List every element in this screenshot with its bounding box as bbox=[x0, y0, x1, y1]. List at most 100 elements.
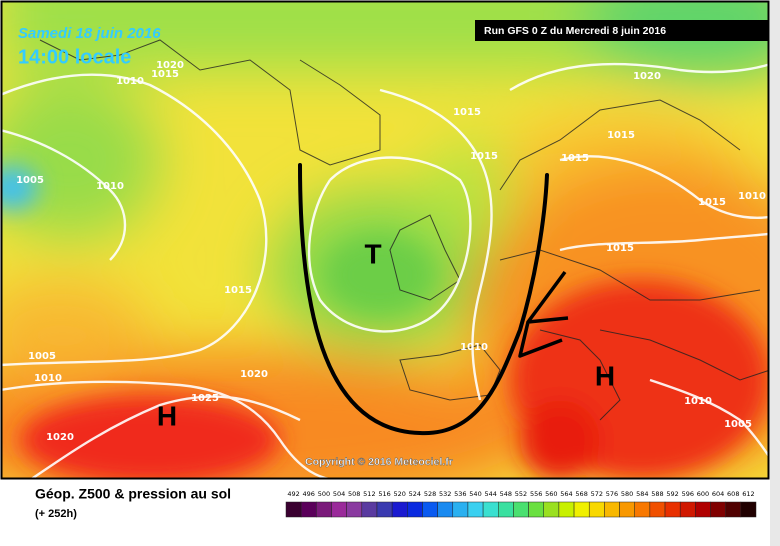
isobar-label: 1020 bbox=[46, 432, 74, 443]
map-field: Samedi 18 juin 2016 14:00 locale Run GFS… bbox=[2, 2, 768, 478]
isobar-label: 1010 bbox=[738, 191, 766, 202]
pressure-center: T bbox=[364, 238, 381, 269]
color-scale: 492 496 500 504 508 512 516 520 524 528 532 536 540 5… bbox=[285, 490, 757, 518]
lead-time: (+ 252h) bbox=[35, 508, 77, 520]
scale-label: 508 bbox=[348, 490, 360, 498]
scale-label: 608 bbox=[727, 490, 739, 498]
scale-label: 524 bbox=[409, 490, 421, 498]
scale-label: 552 bbox=[515, 490, 527, 498]
scale-swatch bbox=[346, 501, 363, 518]
scale-label: 600 bbox=[697, 490, 709, 498]
isobar-label: 1015 bbox=[561, 153, 589, 164]
isobar-label: 1010 bbox=[684, 396, 712, 407]
scale-swatch bbox=[543, 501, 560, 518]
scale-label: 496 bbox=[303, 490, 315, 498]
scale-label: 520 bbox=[393, 490, 405, 498]
isobar-label: 1015 bbox=[151, 69, 179, 80]
isobar-label: 1015 bbox=[607, 130, 635, 141]
scale-swatch bbox=[604, 501, 620, 518]
scale-label: 596 bbox=[682, 490, 694, 498]
scale-label: 492 bbox=[287, 490, 299, 498]
scale-swatch bbox=[649, 501, 666, 518]
scale-swatch bbox=[513, 501, 529, 518]
scale-label: 588 bbox=[651, 490, 663, 498]
scale-label: 576 bbox=[606, 490, 618, 498]
valid-time: 14:00 locale bbox=[18, 46, 131, 68]
scale-swatch bbox=[316, 501, 332, 518]
scale-swatch bbox=[467, 501, 484, 518]
side-strip bbox=[770, 0, 780, 546]
copyright: Copyright © 2016 Meteociel.fr bbox=[305, 456, 453, 468]
isobar-label: 1005 bbox=[724, 419, 752, 430]
run-info: Run GFS 0 Z du Mercredi 8 juin 2016 bbox=[484, 25, 666, 37]
isobar-label: 1010 bbox=[460, 342, 488, 353]
scale-swatch bbox=[573, 501, 590, 518]
scale-label: 564 bbox=[560, 490, 572, 498]
flow-arrow bbox=[518, 270, 569, 358]
scale-swatch bbox=[588, 501, 605, 518]
scale-swatch bbox=[710, 501, 726, 518]
valid-date: Samedi 18 juin 2016 bbox=[18, 25, 161, 42]
scale-swatch bbox=[634, 501, 651, 518]
scale-label: 560 bbox=[545, 490, 557, 498]
isobar-label: 1020 bbox=[240, 369, 268, 380]
isobar-label: 1010 bbox=[116, 76, 144, 87]
scale-swatch bbox=[422, 501, 438, 518]
scale-swatch bbox=[331, 501, 347, 518]
scale-swatch bbox=[695, 501, 711, 518]
isobar-label: 1005 bbox=[28, 351, 56, 362]
isobar-label: 1020 bbox=[156, 60, 184, 71]
scale-swatch bbox=[376, 501, 393, 518]
isobar-label: 1015 bbox=[453, 107, 481, 118]
run-box bbox=[475, 20, 768, 41]
scale-swatch bbox=[664, 501, 681, 518]
scale-swatch bbox=[407, 501, 423, 518]
scale-label: 504 bbox=[333, 490, 345, 498]
scale-label: 544 bbox=[484, 490, 496, 498]
scale-swatch bbox=[361, 501, 378, 518]
scale-label: 536 bbox=[454, 490, 466, 498]
scale-swatch bbox=[740, 501, 757, 518]
pressure-center: H bbox=[595, 360, 615, 391]
scale-label: 604 bbox=[712, 490, 724, 498]
scale-swatch bbox=[679, 501, 696, 518]
scale-swatch bbox=[437, 501, 454, 518]
isobars bbox=[2, 62, 768, 478]
scale-swatch bbox=[482, 501, 499, 518]
isobar-label: 1010 bbox=[34, 373, 62, 384]
scale-label: 512 bbox=[363, 490, 375, 498]
scale-label: 568 bbox=[575, 490, 587, 498]
scale-label: 580 bbox=[621, 490, 633, 498]
scale-label: 500 bbox=[318, 490, 330, 498]
scale-swatch bbox=[528, 501, 544, 518]
pressure-center: H bbox=[157, 400, 177, 431]
scale-label: 532 bbox=[439, 490, 451, 498]
scale-swatch bbox=[391, 501, 408, 518]
scale-swatch bbox=[558, 501, 575, 518]
scale-label: 572 bbox=[591, 490, 603, 498]
isobar-label: 1015 bbox=[224, 285, 252, 296]
scale-swatch bbox=[725, 501, 742, 518]
scale-swatch bbox=[300, 501, 317, 518]
scale-swatch bbox=[452, 501, 469, 518]
scale-label: 516 bbox=[378, 490, 390, 498]
map-frame bbox=[0, 0, 770, 480]
scale-label: 612 bbox=[742, 490, 754, 498]
scale-label: 540 bbox=[469, 490, 481, 498]
scale-label: 592 bbox=[666, 490, 678, 498]
isobar-label: 1010 bbox=[96, 181, 124, 192]
trough-line bbox=[298, 163, 549, 436]
legend-title: Géop. Z500 & pression au sol bbox=[35, 486, 231, 502]
isobar-label: 1015 bbox=[698, 197, 726, 208]
isobar-label: 1015 bbox=[470, 151, 498, 162]
scale-label: 584 bbox=[636, 490, 648, 498]
scale-label: 548 bbox=[500, 490, 512, 498]
scale-swatch bbox=[619, 501, 635, 518]
isobar-label: 1015 bbox=[606, 243, 634, 254]
isobar-label: 1020 bbox=[633, 71, 661, 82]
scale-label: 556 bbox=[530, 490, 542, 498]
map-labels: 1020101510101005101010151015102010151015… bbox=[16, 60, 766, 443]
isobar-label: 1025 bbox=[191, 393, 219, 404]
scale-swatch bbox=[285, 501, 302, 518]
